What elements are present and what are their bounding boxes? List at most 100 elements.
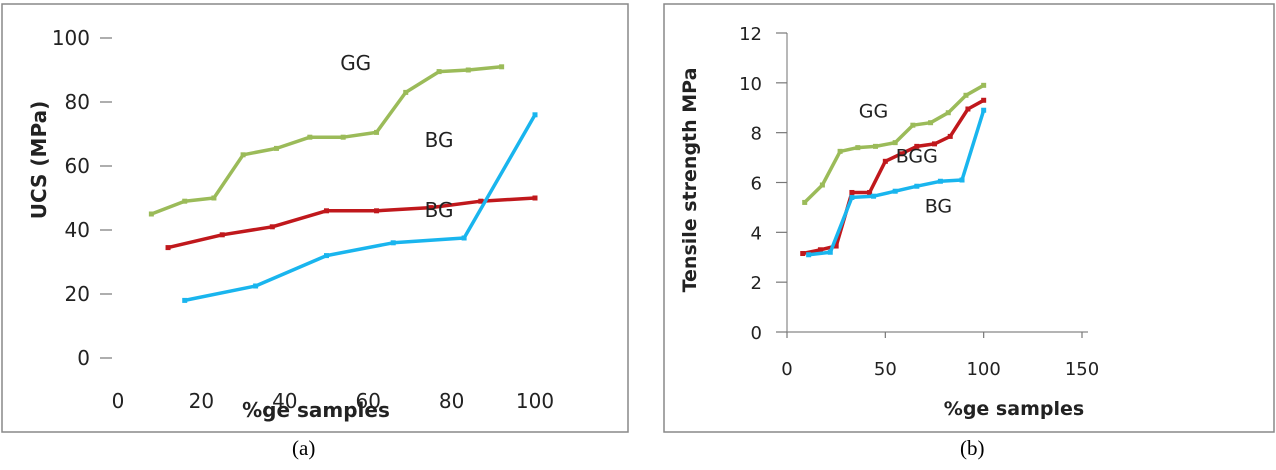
chart-frame <box>663 3 1275 433</box>
data-point <box>965 106 971 112</box>
data-point <box>324 208 329 214</box>
data-point <box>428 205 434 211</box>
ucs-chart: 0 20 40 60 80 100 0 20 40 60 80 100 %ge samples UCS (… <box>1 3 629 433</box>
x-tick-label: 80 <box>439 389 464 413</box>
data-point <box>219 232 225 238</box>
caption-a: (a) <box>292 436 316 460</box>
y-tick-label: 4 <box>751 223 762 244</box>
y-tick-label: 0 <box>77 346 90 370</box>
tensile-chart: 0 2 4 6 8 10 12 0 50 100 150 %ge samples Tensile str… <box>663 3 1275 433</box>
series-label: GG <box>340 51 371 75</box>
data-point <box>806 252 812 258</box>
data-point <box>340 134 346 140</box>
y-tick-label: 6 <box>751 174 762 195</box>
data-point <box>374 208 380 214</box>
data-point <box>945 110 951 116</box>
series-label: BG <box>425 128 454 152</box>
y-tick-label: 60 <box>65 154 90 178</box>
x-tick-label: 60 <box>355 389 380 413</box>
x-tick-label: 50 <box>874 359 897 380</box>
series-line-bgg <box>800 98 986 256</box>
series-line-bgg <box>166 196 537 250</box>
data-point <box>849 189 855 195</box>
x-tick-label: 100 <box>966 359 1000 380</box>
series-label: GG <box>859 101 888 123</box>
data-point <box>182 297 188 303</box>
series-line-bg <box>806 108 986 257</box>
data-point <box>981 97 987 103</box>
data-point <box>947 133 953 139</box>
series-label: BG <box>925 195 952 217</box>
y-tick-label: 2 <box>751 273 762 294</box>
y-axis-label: Tensile strength MPa <box>679 68 701 293</box>
data-point <box>253 283 259 289</box>
series-line-bg <box>182 113 537 303</box>
x-tick-label: 0 <box>112 389 125 413</box>
y-axis-label: UCS (MPa) <box>27 101 51 219</box>
y-tick-label: 20 <box>65 282 90 306</box>
data-point <box>981 82 987 88</box>
data-point <box>833 243 839 249</box>
x-axis-label: %ge samples <box>242 398 390 422</box>
caption-b: (b) <box>960 436 985 460</box>
data-point <box>898 151 904 157</box>
x-tick-label: 20 <box>189 389 214 413</box>
data-point <box>240 152 246 158</box>
data-point <box>800 251 806 257</box>
data-point <box>855 145 861 151</box>
data-point <box>478 198 484 204</box>
data-point <box>882 158 888 164</box>
y-tick-label: 8 <box>751 124 762 145</box>
data-point <box>892 140 898 146</box>
data-point <box>827 249 833 255</box>
data-point <box>819 182 825 188</box>
data-point <box>892 188 898 194</box>
data-point <box>914 143 920 149</box>
data-point <box>148 211 154 217</box>
data-point <box>211 195 217 201</box>
y-tick-label: 12 <box>739 24 762 45</box>
data-point <box>963 92 969 98</box>
y-tick-label: 100 <box>52 26 90 50</box>
y-tick-label: 80 <box>65 90 90 114</box>
y-tick-label: 0 <box>751 323 762 344</box>
data-point <box>269 224 275 230</box>
data-point <box>959 177 965 183</box>
data-point <box>873 143 878 149</box>
data-point <box>390 240 396 246</box>
data-point <box>273 145 279 151</box>
data-point <box>817 247 823 253</box>
chart-frame <box>1 3 629 433</box>
y-tick-label: 10 <box>739 74 762 95</box>
data-point <box>436 69 442 75</box>
data-point <box>182 198 188 204</box>
data-point <box>937 178 943 184</box>
data-point <box>465 67 471 73</box>
data-point <box>981 107 987 113</box>
data-point <box>532 195 538 201</box>
series-label: BGG <box>896 146 938 168</box>
x-tick-label: 100 <box>516 389 554 413</box>
series-label: BG <box>425 198 454 222</box>
data-point <box>837 148 843 154</box>
chart-panel-b: 0 2 4 6 8 10 12 0 50 100 150 %ge samples Tensile str… <box>662 0 1276 470</box>
data-point <box>871 193 877 199</box>
chart-panel-a: 0 20 40 60 80 100 0 20 40 60 80 100 %ge samples UCS (… <box>0 0 630 470</box>
data-point <box>532 112 538 118</box>
data-point <box>324 253 329 259</box>
data-point <box>867 189 873 195</box>
data-point <box>461 235 467 241</box>
series-line-gg <box>149 65 504 216</box>
data-point <box>914 183 920 189</box>
data-point <box>165 245 171 251</box>
x-tick-label: 150 <box>1065 359 1099 380</box>
x-tick-label: 40 <box>272 389 297 413</box>
data-point <box>374 129 380 135</box>
y-tick-label: 40 <box>65 218 90 242</box>
data-point <box>307 134 313 140</box>
x-axis-label: %ge samples <box>944 398 1084 420</box>
data-point <box>932 141 937 147</box>
data-point <box>403 89 409 95</box>
data-point <box>928 120 934 126</box>
data-point <box>499 64 505 70</box>
